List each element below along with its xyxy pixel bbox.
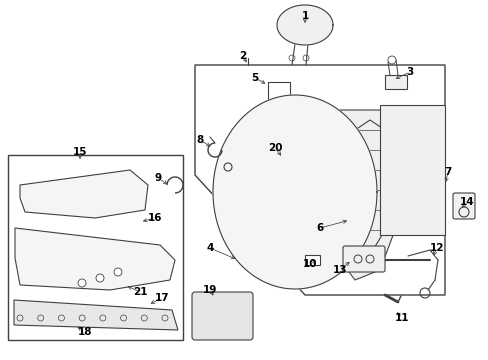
Text: 13: 13 — [332, 265, 346, 275]
Text: 12: 12 — [429, 243, 443, 253]
Text: 6: 6 — [316, 223, 323, 233]
Polygon shape — [354, 120, 389, 260]
Bar — [384, 75, 406, 89]
Text: 5: 5 — [251, 73, 258, 83]
Polygon shape — [339, 110, 399, 280]
Text: 3: 3 — [406, 67, 413, 77]
Text: 15: 15 — [73, 147, 87, 157]
Bar — [8, 155, 183, 340]
Text: 2: 2 — [239, 51, 246, 61]
Polygon shape — [305, 255, 319, 265]
Polygon shape — [15, 228, 175, 290]
Text: 4: 4 — [206, 243, 213, 253]
Polygon shape — [379, 105, 444, 235]
Circle shape — [114, 268, 122, 276]
Text: 1: 1 — [301, 11, 308, 21]
Circle shape — [96, 274, 104, 282]
Polygon shape — [14, 300, 178, 330]
Polygon shape — [213, 95, 376, 289]
Text: 8: 8 — [196, 135, 203, 145]
Circle shape — [78, 279, 86, 287]
Text: 10: 10 — [302, 259, 317, 269]
Text: 17: 17 — [154, 293, 169, 303]
Text: 18: 18 — [78, 327, 92, 337]
FancyBboxPatch shape — [192, 292, 252, 340]
Text: 20: 20 — [267, 143, 282, 153]
Text: 19: 19 — [203, 285, 217, 295]
Text: 7: 7 — [444, 167, 451, 177]
Circle shape — [387, 56, 395, 64]
Text: 9: 9 — [154, 173, 161, 183]
FancyBboxPatch shape — [342, 246, 384, 272]
Text: 21: 21 — [132, 287, 147, 297]
Text: 14: 14 — [459, 197, 473, 207]
FancyBboxPatch shape — [452, 193, 474, 219]
Text: 16: 16 — [147, 213, 162, 223]
Polygon shape — [276, 5, 332, 45]
Polygon shape — [20, 170, 148, 218]
Text: 11: 11 — [394, 313, 408, 323]
